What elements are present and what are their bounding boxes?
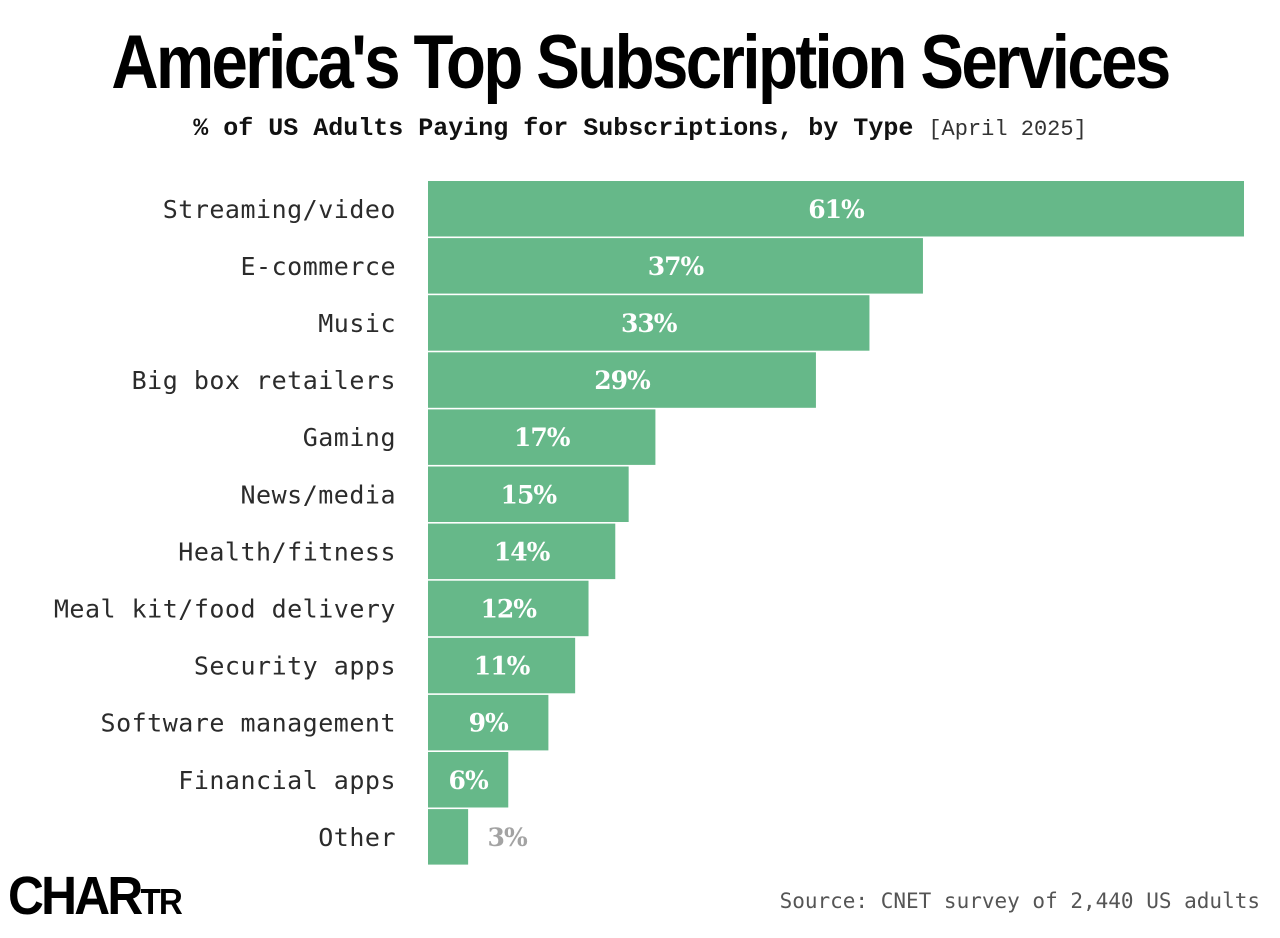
- value-label-news-media: 15%: [501, 480, 558, 509]
- chart-title: America's Top Subscription Services: [111, 20, 1171, 105]
- bar-e-commerce: [428, 238, 923, 294]
- bar-news-media: [428, 466, 629, 522]
- bar-music: [428, 295, 870, 351]
- value-label-streaming-video: 61%: [808, 195, 865, 224]
- bar-software-management: [428, 694, 549, 751]
- bar-big-box-retailers: [428, 352, 816, 408]
- bar-health-fitness: [428, 523, 616, 580]
- logo-text-small: TR: [140, 881, 182, 922]
- bar-security-apps: [428, 637, 576, 694]
- category-label-financial-apps: Financial apps: [178, 766, 396, 795]
- source-note: Source: CNET survey of 2,440 US adults: [779, 889, 1260, 913]
- value-label-security-apps: 11%: [474, 652, 531, 681]
- value-label-big-box-retailers: 29%: [594, 366, 651, 395]
- bar-streaming-video: [428, 181, 1244, 237]
- value-label-health-fitness: 14%: [494, 537, 551, 566]
- bar-financial-apps: [428, 752, 509, 808]
- category-label-meal-kit-food-delivery: Meal kit/food delivery: [54, 594, 396, 623]
- value-label-software-management: 9%: [469, 709, 509, 738]
- category-label-streaming-video: Streaming/video: [163, 195, 396, 224]
- bar-gaming: [428, 409, 656, 465]
- category-label-big-box-retailers: Big box retailers: [132, 366, 396, 395]
- value-label-financial-apps: 6%: [449, 766, 489, 795]
- category-label-music: Music: [318, 309, 396, 338]
- category-label-e-commerce: E-commerce: [240, 252, 396, 281]
- category-label-security-apps: Security apps: [194, 652, 396, 681]
- value-label-music: 33%: [621, 309, 678, 338]
- subtitle-text: % of US Adults Paying for Subscriptions,…: [193, 114, 914, 143]
- chartr-logo: CHARTR: [8, 866, 183, 938]
- bar-meal-kit-food-delivery: [428, 580, 589, 637]
- category-label-software-management: Software management: [101, 709, 396, 738]
- category-label-health-fitness: Health/fitness: [178, 537, 396, 566]
- value-label-other: 3%: [488, 823, 528, 852]
- category-label-news-media: News/media: [240, 480, 396, 509]
- chart-subtitle: % of US Adults Paying for Subscriptions,…: [0, 112, 1280, 147]
- category-label-other: Other: [318, 823, 396, 852]
- value-label-meal-kit-food-delivery: 12%: [480, 594, 537, 623]
- logo-text-main: CHAR: [8, 866, 143, 926]
- bar-other: [428, 809, 469, 865]
- subtitle-date: [April 2025]: [928, 117, 1087, 142]
- value-label-e-commerce: 37%: [648, 252, 705, 281]
- value-label-gaming: 17%: [514, 423, 571, 452]
- category-label-gaming: Gaming: [303, 423, 396, 452]
